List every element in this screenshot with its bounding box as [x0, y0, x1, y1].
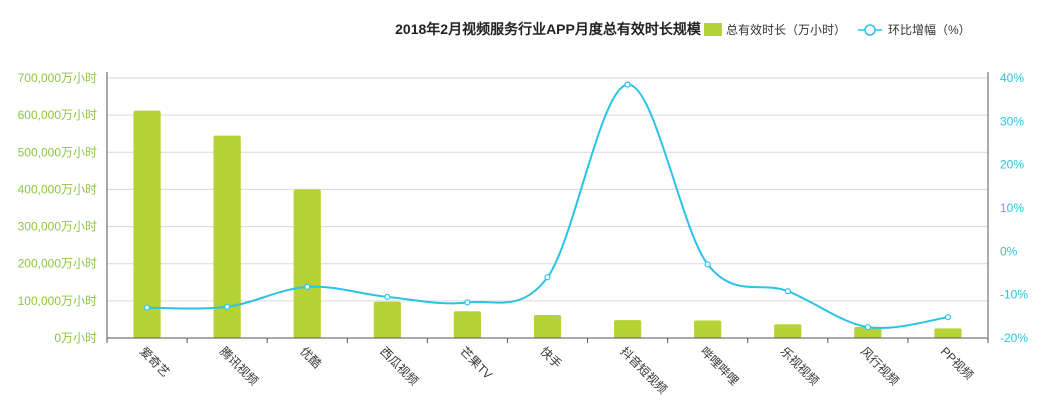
- category-label: 快手: [537, 344, 564, 371]
- series-line: [147, 83, 949, 329]
- category-label: 抖音短视频: [617, 344, 670, 397]
- line-point: [304, 283, 311, 290]
- category-label: 风行视频: [858, 344, 903, 389]
- axes: [106, 72, 989, 343]
- left-tick-label: 100,000万小时: [18, 294, 97, 308]
- category-label: 哔哩哔哩: [698, 344, 742, 388]
- category-label: 爱奇艺: [137, 344, 172, 379]
- left-tick-label: 0万小时: [54, 331, 97, 345]
- right-tick-label: 0%: [1000, 244, 1018, 258]
- right-axis-ticks: -20% -10% 0% 10% 20% 30% 40%: [1000, 71, 1028, 345]
- bar: [133, 110, 161, 338]
- left-axis-ticks: 0万小时 100,000万小时 200,000万小时 300,000万小时 400,00…: [18, 71, 97, 345]
- bar: [293, 189, 321, 338]
- line-point: [464, 299, 471, 306]
- legend: 总有效时长（万小时） 环比增幅（%）: [704, 22, 971, 37]
- right-tick-label: 30%: [1000, 114, 1024, 128]
- bar: [934, 328, 962, 338]
- legend-line-label: 环比增幅（%）: [888, 22, 971, 37]
- left-tick-label: 200,000万小时: [18, 257, 97, 271]
- category-label: 腾讯视频: [217, 344, 262, 389]
- bar: [854, 326, 882, 338]
- bar: [774, 324, 802, 338]
- bar: [373, 301, 401, 338]
- left-tick-label: 300,000万小时: [18, 220, 97, 234]
- legend-bar-swatch: [704, 23, 722, 36]
- line-point: [224, 303, 231, 310]
- line-point: [704, 261, 711, 268]
- line-point: [784, 288, 791, 295]
- line-point: [624, 81, 631, 88]
- line-point: [384, 293, 391, 300]
- left-tick-label: 500,000万小时: [18, 145, 97, 159]
- line-point: [544, 274, 551, 281]
- line-point: [864, 324, 871, 331]
- bar: [533, 314, 562, 338]
- bar: [694, 320, 722, 338]
- line-point: [143, 304, 151, 311]
- category-labels: 爱奇艺 腾讯视频 优酷 西瓜视频 芒果TV 快手 抖音短视频 哔哩哔哩 乐视视频 风行视频 PP视频: [137, 344, 977, 397]
- chart-title: 2018年2月视频服务行业APP月度总有效时长规模: [395, 21, 702, 37]
- left-tick-label: 600,000万小时: [18, 108, 97, 122]
- legend-line-marker: [864, 24, 876, 36]
- legend-bar-label: 总有效时长（万小时）: [726, 22, 846, 37]
- bar: [453, 311, 482, 338]
- right-tick-label: -20%: [1000, 331, 1028, 345]
- line-point: [944, 314, 952, 321]
- category-label: PP视频: [938, 344, 977, 383]
- category-label: 西瓜视频: [377, 344, 422, 389]
- right-tick-label: 10%: [1000, 201, 1024, 215]
- category-label: 芒果TV: [457, 344, 495, 382]
- bar: [613, 320, 642, 338]
- right-tick-label: -10%: [1000, 288, 1028, 302]
- left-tick-label: 700,000万小时: [18, 71, 97, 85]
- left-tick-label: 400,000万小时: [18, 182, 97, 196]
- line-series: [143, 81, 952, 331]
- bar: [213, 135, 241, 338]
- bar-series: [133, 110, 962, 338]
- right-tick-label: 40%: [1000, 71, 1024, 85]
- category-label: 优酷: [297, 344, 324, 371]
- category-label: 乐视视频: [778, 344, 823, 389]
- right-tick-label: 20%: [1000, 158, 1024, 172]
